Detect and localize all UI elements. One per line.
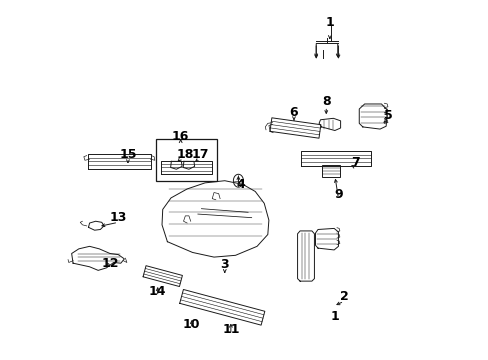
Bar — [321, 165, 340, 177]
Text: 9: 9 — [333, 188, 342, 201]
Text: 15: 15 — [119, 148, 137, 161]
Text: 13: 13 — [109, 211, 127, 224]
Text: 1: 1 — [325, 16, 333, 29]
Text: 3: 3 — [220, 258, 228, 271]
Text: 10: 10 — [183, 318, 200, 331]
Text: 16: 16 — [172, 130, 189, 143]
Text: 5: 5 — [383, 109, 391, 122]
Bar — [155, 139, 216, 181]
Text: 6: 6 — [289, 106, 298, 119]
Text: 11: 11 — [222, 323, 239, 336]
Text: 14: 14 — [149, 285, 166, 298]
Text: 17: 17 — [192, 148, 209, 161]
Text: 4: 4 — [236, 178, 245, 191]
Text: 7: 7 — [350, 156, 359, 169]
Text: 2: 2 — [339, 290, 348, 303]
Text: 1: 1 — [330, 310, 339, 324]
Text: 18: 18 — [176, 148, 194, 161]
Text: 8: 8 — [321, 95, 330, 108]
Text: 12: 12 — [101, 257, 119, 270]
